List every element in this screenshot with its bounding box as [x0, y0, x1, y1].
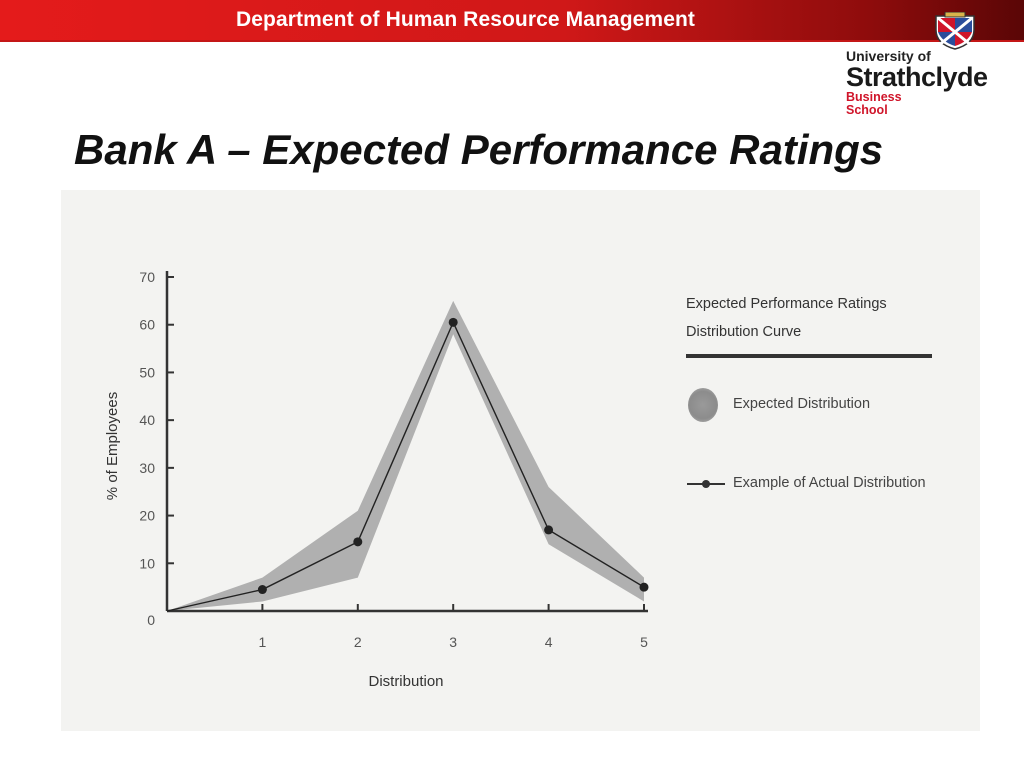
university-logo: University of Strathclyde Business Schoo… [846, 12, 996, 122]
x-tick-label: 5 [640, 634, 648, 650]
legend-label-actual: Example of Actual Distribution [733, 475, 926, 491]
logo-line-school: School [846, 103, 888, 117]
logo-line-business: Business [846, 90, 902, 104]
y-tick-label: 30 [139, 460, 155, 476]
y-tick-label: 50 [139, 364, 155, 380]
actual-distribution-point [544, 525, 554, 535]
legend-marker-actual [702, 480, 710, 488]
chart-panel: 0 10 20 30 40 50 60 70 1 2 3 4 5 % of Employees Dist… [61, 190, 980, 731]
x-tick-label: 1 [259, 634, 267, 650]
x-axis-label: Distribution [368, 673, 443, 690]
legend-label-expected: Expected Distribution [733, 396, 871, 412]
x-tick-label: 2 [354, 634, 362, 650]
chart: 0 10 20 30 40 50 60 70 1 2 3 4 5 % of Employees Dist… [104, 269, 649, 690]
actual-distribution-point [639, 582, 649, 592]
logo-line-university-of: University of [846, 48, 931, 64]
y-tick-label: 10 [139, 555, 155, 571]
logo-line-business-school: Business School [846, 91, 902, 117]
actual-distribution-point [448, 317, 458, 327]
legend-title-line1: Expected Performance Ratings [686, 296, 887, 312]
actual-distribution-line [166, 320, 645, 612]
department-title: Department of Human Resource Management [236, 8, 695, 31]
actual-distribution-point [257, 585, 267, 595]
header-bar [0, 0, 1024, 40]
logo-line-strathclyde: Strathclyde [846, 62, 988, 92]
y-tick-label: 70 [139, 269, 155, 285]
legend-divider [686, 354, 932, 358]
legend-title-line2: Distribution Curve [686, 324, 802, 340]
legend-swatch-expected [688, 388, 718, 422]
y-tick-label: 40 [139, 412, 155, 428]
y-tick-label: 0 [147, 612, 155, 628]
expected-distribution-band [167, 300, 644, 611]
crest-icon [935, 12, 975, 50]
y-tick-label: 60 [139, 317, 155, 333]
x-tick-label: 4 [545, 634, 553, 650]
legend-title: Expected Performance Ratings Distributio… [686, 290, 887, 346]
header-rule [0, 40, 1024, 42]
x-tick-label: 3 [449, 634, 457, 650]
slide-title: Bank A – Expected Performance Ratings [74, 126, 884, 173]
y-tick-label: 20 [139, 508, 155, 524]
actual-distribution-point [353, 537, 363, 547]
y-axis-label: % of Employees [104, 392, 121, 500]
